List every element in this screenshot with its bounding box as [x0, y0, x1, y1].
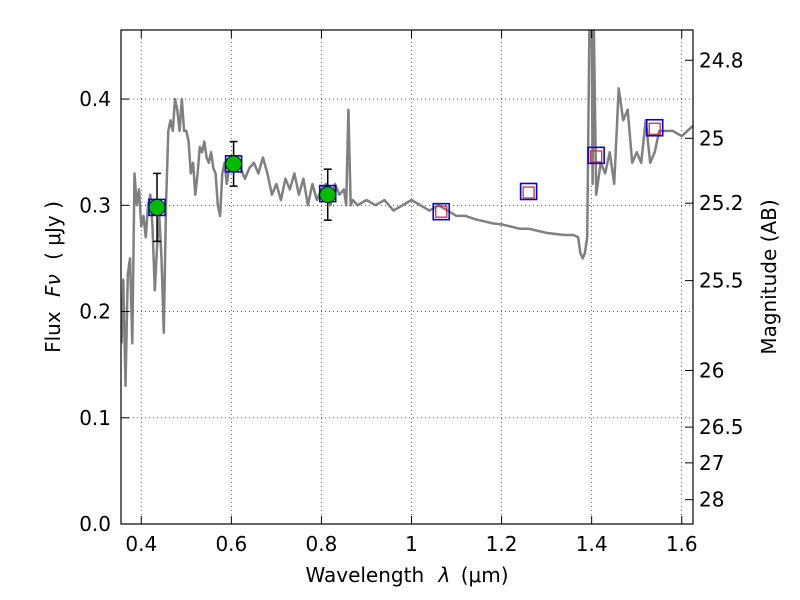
y2-tick-label: 26.5: [699, 415, 744, 439]
synthetic-point: [648, 122, 661, 135]
y2-tick-label: 24.8: [699, 48, 744, 72]
plot-frame: [120, 29, 694, 525]
y-axis-title-symbol: Fν: [41, 274, 65, 297]
y2-tick-label: 25.5: [699, 269, 744, 293]
x-tick-label: 0.8: [306, 532, 338, 556]
observed-point: [225, 155, 242, 173]
observed-point: [148, 199, 166, 216]
y-tick-label: 0.2: [79, 300, 111, 324]
y2-tick-label: 26: [699, 358, 724, 382]
x-tick-label: 1.2: [486, 532, 518, 556]
x-axis-title-text: Wavelength: [305, 563, 424, 587]
x-axis-title-unit: (μm): [461, 563, 509, 587]
synthetic-point: [522, 186, 535, 199]
y-tick-label: 0.3: [79, 193, 111, 217]
y-tick-label: 0.4: [79, 87, 111, 111]
model-band-point: [587, 146, 605, 165]
axes: 0.4 0.6 0.8 1 1.2 1.4 1.6 0.0 0.1 0.2 0.3 0.4 24.8 25…: [79, 30, 744, 556]
y-tick-label: 0.0: [79, 512, 111, 536]
model-band-point: [519, 182, 538, 201]
y2-tick-label: 25: [699, 126, 724, 150]
y-axis-title-text: Flux: [41, 311, 65, 353]
model-band-point: [432, 202, 451, 221]
x-axis-title: Wavelength λ (μm): [305, 563, 508, 587]
y-axis-title: Flux Fν ( μJy ): [41, 201, 65, 353]
x-tick-label: 1: [405, 532, 418, 556]
x-tick-label: 0.6: [215, 532, 247, 556]
synthetic-point: [435, 205, 448, 218]
observed-point: [319, 186, 337, 204]
plot-series: [121, 30, 693, 388]
x-tick-label: 1.6: [666, 532, 698, 556]
model-band-point: [645, 118, 664, 137]
y2-tick-label: 28: [699, 488, 724, 512]
x-tick-label: 1.4: [576, 532, 608, 556]
y-axis-title-unit: ( μJy ): [41, 201, 65, 260]
y2-tick-label: 27: [699, 451, 724, 475]
y2-tick-label: 25.2: [699, 191, 744, 215]
x-tick-label: 0.4: [125, 532, 157, 556]
y2-axis-title: Magnitude (AB): [757, 199, 781, 354]
synthetic-point: [590, 150, 603, 163]
y-tick-label: 0.1: [79, 406, 111, 430]
x-axis-title-symbol: λ: [438, 563, 451, 587]
model-spectrum-line: [121, 30, 693, 388]
